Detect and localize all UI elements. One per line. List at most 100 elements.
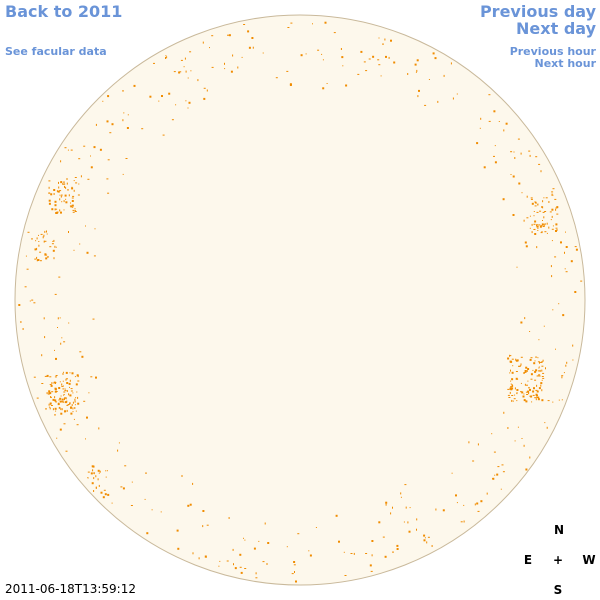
facula: [547, 400, 550, 402]
facula: [526, 217, 529, 219]
facula: [55, 208, 58, 210]
facula: [52, 240, 54, 242]
facula: [512, 365, 514, 367]
facula: [542, 206, 544, 209]
facula: [546, 426, 548, 429]
facula: [315, 527, 317, 528]
facula: [544, 223, 546, 226]
facula: [70, 390, 73, 392]
facula: [511, 378, 514, 381]
facula: [252, 46, 254, 49]
facula: [46, 233, 48, 235]
facula: [463, 504, 465, 506]
facula: [209, 47, 210, 49]
facula: [514, 440, 516, 442]
facula: [534, 205, 537, 207]
previous-hour-link[interactable]: Previous hour: [509, 45, 596, 58]
facula: [232, 54, 234, 57]
facula: [46, 230, 47, 233]
facula: [71, 186, 73, 189]
facular-data-link[interactable]: See facular data: [5, 45, 107, 58]
facula: [534, 228, 536, 230]
facula: [574, 246, 577, 248]
facula: [18, 304, 21, 306]
facula: [317, 49, 320, 51]
next-hour-link[interactable]: Next hour: [534, 57, 597, 70]
facula: [111, 123, 114, 126]
facula: [297, 533, 300, 535]
facula: [178, 71, 181, 74]
facula: [48, 390, 51, 393]
facula: [542, 200, 544, 203]
facula: [48, 180, 51, 182]
facula: [33, 376, 36, 378]
facula: [357, 73, 360, 75]
facula: [400, 492, 402, 495]
facula: [65, 397, 67, 400]
facula: [95, 123, 97, 126]
facula: [550, 265, 552, 268]
facula: [45, 254, 48, 256]
previous-day-link[interactable]: Previous day: [479, 2, 596, 21]
facula: [54, 396, 56, 399]
facula: [428, 79, 430, 80]
facula: [396, 548, 399, 550]
facula: [528, 150, 531, 152]
facula: [49, 392, 52, 395]
facula: [71, 204, 74, 207]
facula: [43, 240, 45, 243]
facula: [434, 57, 437, 60]
facula: [537, 361, 540, 363]
facula: [560, 241, 562, 244]
facula: [50, 402, 52, 405]
facula: [518, 365, 520, 367]
facula: [539, 361, 540, 364]
next-day-link[interactable]: Next day: [516, 19, 596, 38]
facula: [58, 406, 60, 409]
facula: [526, 384, 528, 386]
facula: [68, 194, 70, 197]
facula: [497, 466, 500, 468]
facula: [533, 362, 536, 365]
facula: [173, 71, 176, 73]
facula: [305, 53, 307, 55]
facula: [50, 405, 53, 406]
facula: [527, 380, 529, 382]
facula: [57, 317, 59, 320]
facula: [309, 554, 312, 557]
facula: [286, 70, 289, 72]
facula: [407, 521, 409, 524]
compass-west: W: [582, 553, 596, 567]
facula: [455, 494, 457, 497]
facula: [515, 371, 518, 372]
facula: [523, 393, 525, 395]
compass-center: +: [552, 553, 564, 567]
facula: [54, 293, 57, 295]
facula: [538, 339, 540, 341]
facula: [76, 374, 79, 377]
facula: [64, 194, 67, 197]
facula: [365, 70, 368, 72]
facula: [333, 32, 336, 34]
facula: [71, 404, 73, 407]
facula: [529, 456, 531, 459]
facula: [542, 226, 545, 227]
facula: [161, 95, 163, 97]
facula: [211, 35, 214, 37]
facula: [477, 443, 479, 446]
facula: [74, 209, 76, 212]
facula: [537, 398, 540, 401]
facula: [472, 460, 475, 462]
facula: [68, 393, 70, 396]
faculae: [18, 21, 583, 583]
facula: [60, 181, 63, 184]
facula: [520, 321, 523, 324]
facula: [492, 477, 495, 480]
facula: [55, 401, 58, 403]
facula: [476, 502, 479, 505]
facula: [511, 384, 513, 386]
facula: [36, 237, 38, 240]
back-link[interactable]: Back to 2011: [5, 2, 123, 21]
facula: [53, 239, 55, 242]
facula: [517, 426, 519, 428]
